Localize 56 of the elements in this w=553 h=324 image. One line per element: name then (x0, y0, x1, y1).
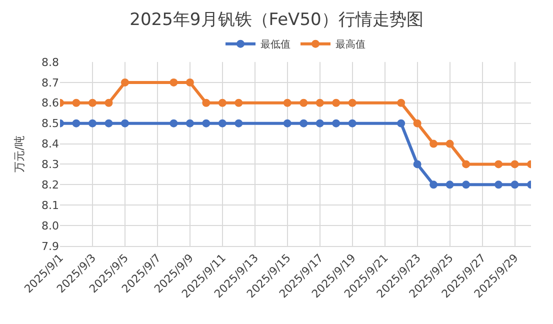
y-tick-label: 8.2 (42, 178, 59, 192)
point (120, 119, 129, 128)
y-tick-label: 7.9 (42, 240, 59, 253)
point (170, 78, 178, 86)
point (88, 119, 96, 128)
point (120, 78, 129, 86)
point (300, 119, 308, 128)
point (348, 119, 356, 128)
point (104, 98, 113, 107)
point (430, 140, 438, 148)
y-tick-label: 8.8 (42, 56, 59, 69)
point (397, 119, 406, 128)
legend-label: 最低值 (260, 40, 290, 51)
legend-label: 最高值 (336, 38, 366, 51)
y-tick-label: 8.7 (42, 76, 59, 90)
point (430, 180, 438, 189)
point (186, 119, 194, 128)
point (413, 119, 422, 128)
point (283, 98, 292, 107)
chart-title: 2025年9月钒铁（FeV50）行情走势图 (130, 10, 424, 30)
point (316, 119, 324, 128)
y-tick-label: 8.6 (42, 96, 59, 110)
point (494, 180, 503, 189)
point (510, 160, 519, 168)
point (332, 98, 340, 107)
point (462, 160, 470, 168)
point (462, 180, 470, 189)
point (72, 98, 80, 107)
point (413, 160, 422, 168)
y-tick-label: 8.4 (42, 138, 59, 151)
y-tick-label: 8.5 (42, 117, 59, 130)
point (218, 98, 226, 107)
point (494, 160, 503, 168)
point (510, 180, 519, 189)
point (104, 119, 113, 128)
y-tick-label: 8.3 (42, 158, 59, 172)
y-tick-label: 8.0 (42, 219, 59, 232)
point (300, 98, 308, 107)
point (202, 98, 210, 107)
point (72, 119, 80, 128)
point (397, 98, 406, 107)
point (316, 98, 324, 107)
point (218, 119, 226, 128)
point (446, 140, 454, 148)
y-tick-label: 8.1 (42, 198, 59, 212)
point (88, 98, 96, 107)
point (348, 98, 356, 107)
y-axis-title: 万元/吨 (13, 136, 26, 172)
point (202, 119, 210, 128)
point (446, 180, 454, 189)
point (186, 78, 194, 86)
point (170, 119, 178, 128)
point (234, 119, 243, 128)
point (283, 119, 292, 128)
point (234, 98, 243, 107)
point (332, 119, 340, 128)
